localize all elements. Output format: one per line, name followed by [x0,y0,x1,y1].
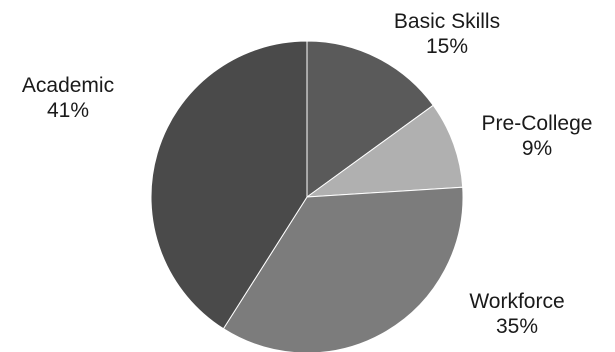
slice-label-value: 35% [496,315,538,338]
slice-label-academic: Academic 41% [22,74,114,122]
slice-label-value: 15% [426,35,468,58]
slice-label-value: 9% [522,137,552,160]
slice-label-workforce: Workforce 35% [469,290,564,338]
pie-slice-pre-college [305,104,464,198]
pie-slices [150,40,464,352]
slice-labels: Basic Skills 15% Pre-College 9% Workforce 35%… [22,10,593,338]
slice-label-name: Basic Skills [394,10,500,33]
pie-slice-workforce [222,186,464,352]
pie-slice-basic-skills [306,40,434,198]
slice-label-name: Workforce [469,290,564,313]
slice-label-name: Pre-College [482,112,593,135]
slice-label-basic-skills: Basic Skills 15% [394,10,500,58]
pie-slice-academic [150,40,308,330]
slice-label-value: 41% [47,99,89,122]
slice-label-pre-college: Pre-College 9% [482,112,593,160]
slice-label-name: Academic [22,74,114,97]
